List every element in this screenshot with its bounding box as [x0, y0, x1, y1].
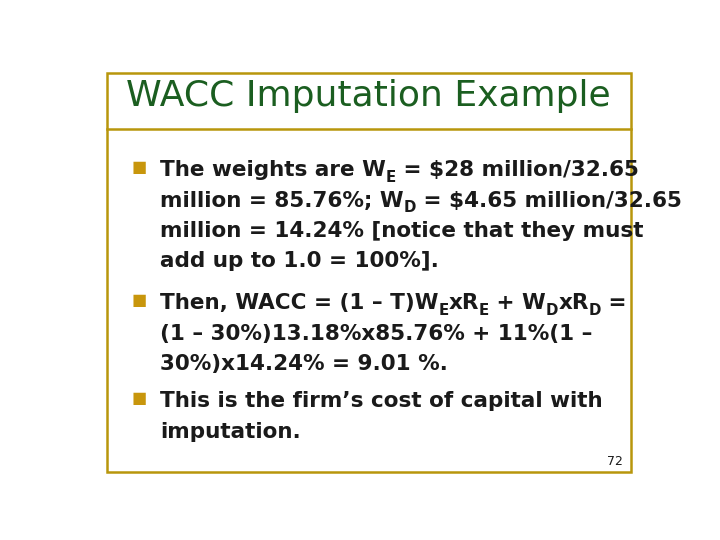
Text: xR: xR [558, 294, 589, 314]
Text: xR: xR [449, 294, 479, 314]
Text: = $28 million/32.65: = $28 million/32.65 [396, 160, 639, 180]
Text: = $4.65 million/32.65: = $4.65 million/32.65 [415, 191, 682, 211]
Text: D: D [403, 200, 415, 215]
Text: million = 14.24% [notice that they must: million = 14.24% [notice that they must [160, 221, 643, 241]
Text: WACC Imputation Example: WACC Imputation Example [126, 79, 611, 113]
Text: ■: ■ [132, 391, 147, 406]
Text: E: E [386, 170, 396, 185]
Text: ■: ■ [132, 294, 147, 308]
Text: add up to 1.0 = 100%].: add up to 1.0 = 100%]. [160, 252, 438, 272]
Text: D: D [589, 302, 601, 318]
Text: Then, WACC = (1 – T)W: Then, WACC = (1 – T)W [160, 294, 438, 314]
Text: 72: 72 [607, 455, 623, 468]
Text: ■: ■ [132, 160, 147, 176]
Text: E: E [438, 302, 449, 318]
Text: 30%)x14.24% = 9.01 %.: 30%)x14.24% = 9.01 %. [160, 354, 448, 374]
Text: =: = [601, 294, 626, 314]
Text: This is the firm’s cost of capital with: This is the firm’s cost of capital with [160, 391, 603, 411]
Text: imputation.: imputation. [160, 422, 300, 442]
Text: E: E [479, 302, 489, 318]
Text: The weights are W: The weights are W [160, 160, 386, 180]
Text: million = 85.76%; W: million = 85.76%; W [160, 191, 403, 211]
Text: (1 – 30%)13.18%x85.76% + 11%(1 –: (1 – 30%)13.18%x85.76% + 11%(1 – [160, 324, 592, 344]
Text: + W: + W [489, 294, 546, 314]
Text: D: D [546, 302, 558, 318]
